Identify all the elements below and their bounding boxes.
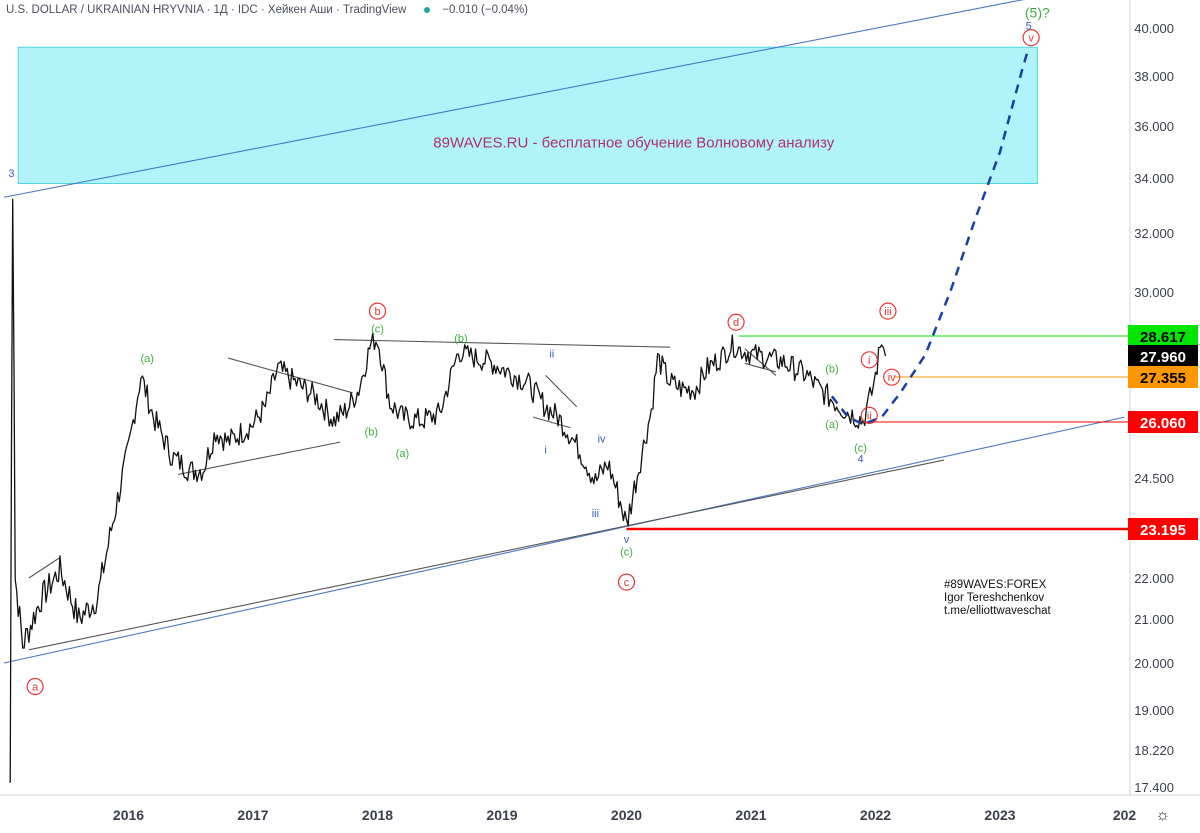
- chart-header: U.S. DOLLAR / UKRAINIAN HRYVNIA · 1Д · I…: [6, 4, 528, 16]
- watermark-line-2: t.me/elliottwaveschat: [944, 605, 1052, 617]
- watermark-line-0: #89WAVES:FOREX: [944, 579, 1047, 591]
- wave-label-circle-21: [860, 406, 878, 424]
- wave-label-circle-24: [1022, 28, 1040, 47]
- wave-label-12: v: [624, 534, 630, 546]
- y-tick-4: 32.000: [1134, 226, 1174, 241]
- x-tick-0: 2016: [113, 807, 144, 823]
- y-tick-8: 24.500: [1134, 471, 1174, 486]
- y-tick-12: 20.000: [1134, 656, 1174, 671]
- y-tick-3: 34.000: [1134, 171, 1174, 186]
- x-tick-1: 2017: [237, 807, 268, 823]
- trendline-5: [227, 357, 353, 394]
- wave-label-17: (a): [825, 419, 838, 431]
- trendline-3: [333, 339, 671, 348]
- wave-label-23: iv: [888, 372, 896, 384]
- status-dot-icon: [424, 7, 431, 13]
- y-tick-10: 22.000: [1134, 571, 1174, 586]
- x-tick-4: 2020: [611, 807, 642, 823]
- settings-gear-icon[interactable]: ☼: [1155, 807, 1170, 824]
- trendline-7: [532, 416, 571, 429]
- x-tick-5: 2021: [735, 807, 766, 823]
- x-tick-3: 2019: [486, 807, 517, 823]
- wave-label-20: i: [868, 355, 870, 367]
- y-tick-14: 18.220: [1134, 743, 1174, 758]
- x-tick-2: 2018: [362, 807, 393, 823]
- symbol-title: U.S. DOLLAR / UKRAINIAN HRYVNIA · 1Д · I…: [6, 4, 407, 16]
- x-tick-8: 202: [1113, 807, 1137, 823]
- price-series: [9, 198, 887, 783]
- wave-label-24: v: [1028, 33, 1034, 45]
- trendline-1: [3, 416, 1125, 664]
- price-badge-label-1: 27.960: [1140, 349, 1186, 366]
- price-badge-label-4: 23.195: [1140, 522, 1186, 539]
- wave-label-14: c: [624, 577, 630, 589]
- wave-label-7: (b): [454, 333, 467, 345]
- highlight-zone: [17, 46, 1038, 185]
- x-tick-7: 2023: [984, 807, 1015, 823]
- wave-label-circle-14: [617, 573, 636, 591]
- wave-label-6: (a): [396, 448, 409, 460]
- y-tick-5: 30.000: [1134, 285, 1174, 300]
- price-change: −0.010 (−0.04%): [442, 4, 528, 16]
- wave-label-11: iii: [592, 508, 599, 520]
- wave-label-0: 3: [8, 168, 14, 180]
- wave-label-18: (c): [854, 442, 867, 454]
- watermark-line-1: Igor Tereshchenkov: [944, 592, 1044, 604]
- wave-label-3: (b): [365, 426, 378, 438]
- wave-label-22: iii: [884, 306, 891, 318]
- x-tick-6: 2022: [860, 807, 891, 823]
- y-tick-0: 40.000: [1134, 21, 1174, 36]
- wave-label-8: ii: [549, 348, 554, 360]
- forecast-path: [830, 51, 1029, 426]
- wave-label-16: (b): [825, 363, 838, 375]
- wave-label-21: ii: [867, 410, 872, 422]
- wave-label-15: d: [733, 317, 739, 329]
- trendline-2: [28, 459, 945, 651]
- trendline-10: [28, 557, 61, 579]
- y-tick-15: 17.400: [1134, 780, 1174, 795]
- wave-label-circle-23: [883, 368, 901, 386]
- price-badge-1: [1128, 345, 1198, 367]
- wave-label-26: (5)?: [1025, 5, 1050, 21]
- wave-label-1: a: [32, 682, 39, 694]
- wave-label-19: 4: [857, 453, 863, 465]
- price-badge-0: [1128, 325, 1198, 347]
- zone-label: 89WAVES.RU - бесплатное обучение Волново…: [433, 134, 834, 151]
- price-badge-3: [1128, 411, 1198, 433]
- trendline-6: [545, 375, 578, 408]
- wave-label-circle-4: [368, 302, 387, 320]
- y-tick-1: 38.000: [1134, 69, 1174, 84]
- wave-label-9: i: [544, 444, 546, 456]
- y-tick-2: 36.000: [1134, 119, 1174, 134]
- wave-label-10: iv: [598, 434, 606, 446]
- wave-label-circle-15: [727, 313, 745, 331]
- wave-label-circle-20: [860, 351, 878, 369]
- wave-label-5: (c): [371, 324, 384, 336]
- wave-label-25: 5: [1026, 21, 1032, 33]
- wave-label-4: b: [374, 306, 380, 318]
- price-badge-label-2: 27.355: [1140, 370, 1186, 387]
- price-badge-4: [1128, 518, 1198, 540]
- trendline-9: [744, 362, 777, 373]
- wave-label-circle-1: [26, 677, 44, 696]
- wave-label-13: (c): [620, 546, 633, 558]
- trendline-0: [3, 0, 1025, 198]
- wave-label-2: (a): [140, 353, 153, 365]
- y-tick-13: 19.000: [1134, 703, 1174, 718]
- price-badge-2: [1128, 366, 1198, 388]
- y-tick-11: 21.000: [1134, 612, 1174, 627]
- wave-label-circle-22: [879, 302, 897, 320]
- price-badge-label-3: 26.060: [1140, 415, 1186, 432]
- price-badge-label-0: 28.617: [1140, 329, 1186, 346]
